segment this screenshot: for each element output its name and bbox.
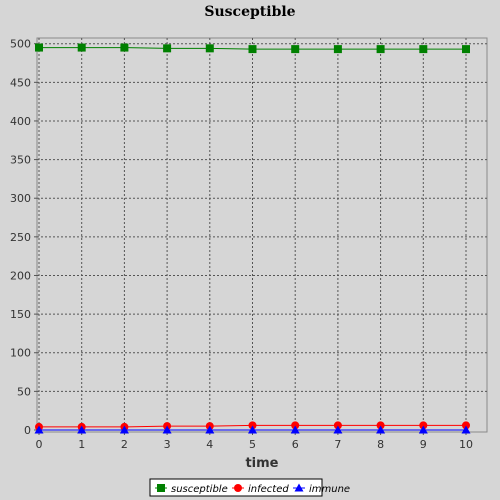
susceptible-point (35, 43, 43, 52)
infected-point (419, 421, 428, 430)
legend-item-susceptible: susceptible (155, 484, 228, 495)
x-tick-label: 0 (36, 438, 43, 451)
y-tick-label: 50 (17, 385, 31, 398)
y-tick-label: 350 (10, 154, 31, 167)
series-infected (35, 421, 470, 431)
legend-marker (157, 484, 165, 492)
susceptible-point (462, 45, 470, 54)
series-layer (34, 43, 471, 434)
susceptible-point (291, 45, 300, 54)
legend-marker (294, 483, 304, 492)
x-tick-label: 3 (164, 438, 171, 451)
x-axis: 0 1 2 3 4 5 6 7 8 9 10 (36, 432, 473, 451)
series-susceptible (35, 43, 470, 54)
x-tick-label: 1 (78, 438, 85, 451)
susceptible-point (120, 43, 129, 52)
x-axis-label: time (245, 456, 278, 471)
y-tick-label: 150 (10, 308, 31, 321)
susceptible-point (333, 45, 342, 54)
y-tick-label: 250 (10, 231, 31, 244)
immune-point (77, 425, 87, 434)
susceptible-point (205, 44, 214, 53)
x-tick-label: 8 (377, 438, 384, 451)
legend-marker (234, 484, 242, 492)
immune-point (248, 425, 257, 434)
y-tick-label: 400 (10, 115, 31, 128)
y-tick-label: 450 (10, 76, 31, 89)
legend: susceptible infected immune (149, 478, 350, 497)
legend-label: infected (248, 484, 289, 495)
y-axis: 0 50 100 150 200 250 300 350 400 450 500 (10, 38, 37, 437)
legend-label: susceptible (171, 484, 228, 495)
immune-point (461, 425, 471, 434)
y-tick-label: 0 (24, 424, 31, 437)
immune-point (205, 425, 215, 434)
infected-point (333, 421, 342, 430)
x-tick-label: 2 (121, 438, 128, 451)
susceptible-point (163, 44, 172, 53)
immune-point (119, 425, 129, 434)
y-tick-label: 100 (10, 347, 31, 360)
susceptible-point (248, 45, 257, 54)
chart-title: Susceptible (204, 4, 295, 20)
series-immune (34, 425, 471, 434)
susceptible-point (376, 45, 385, 54)
susceptible-point (419, 45, 428, 54)
infected-point (462, 421, 470, 430)
immune-point (376, 425, 386, 434)
x-tick-label: 4 (206, 438, 213, 451)
immune-point (290, 425, 300, 434)
y-tick-label: 200 (10, 269, 31, 282)
immune-point (34, 425, 44, 434)
legend-label: immune (309, 484, 350, 495)
legend-item-infected: infected (232, 484, 289, 495)
legend-item-immune: immune (293, 483, 350, 495)
infected-point (291, 421, 300, 430)
immune-point (333, 425, 343, 434)
y-tick-label: 500 (10, 38, 31, 51)
x-tick-label: 10 (459, 438, 473, 451)
infected-point (248, 421, 257, 430)
immune-point (418, 425, 428, 434)
immune-point (162, 425, 172, 434)
x-tick-label: 9 (420, 438, 427, 451)
susceptible-point (77, 43, 86, 52)
infected-point (376, 421, 385, 430)
x-tick-label: 7 (334, 438, 341, 451)
grid (37, 38, 487, 432)
x-tick-label: 6 (292, 438, 299, 451)
plot-area (36, 37, 488, 433)
y-tick-label: 300 (10, 192, 31, 205)
x-tick-label: 5 (249, 438, 256, 451)
